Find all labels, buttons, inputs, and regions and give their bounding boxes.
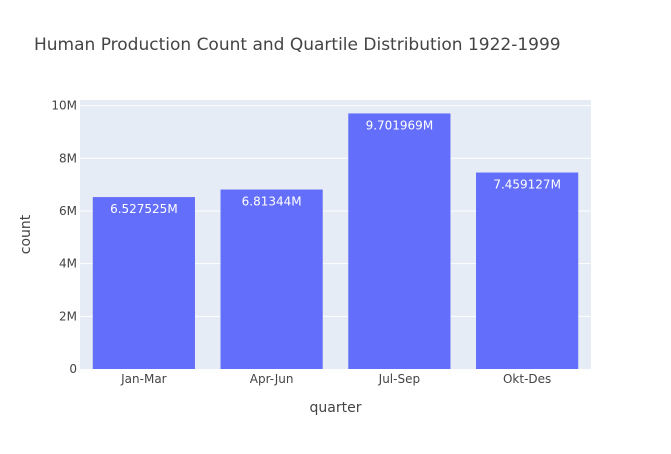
y-tick-label: 2M: [59, 309, 77, 323]
bar-okt-des[interactable]: [476, 172, 579, 369]
x-tick-label: Jul-Sep: [378, 372, 420, 386]
y-tick-label: 4M: [59, 257, 77, 271]
bar-apr-jun[interactable]: [220, 189, 323, 369]
bar-value-label: 6.81344M: [242, 195, 302, 209]
bars: [92, 113, 579, 369]
x-axis-title: quarter: [310, 400, 362, 416]
y-tick-label: 8M: [59, 151, 77, 165]
y-axis-ticks: 0 2M 4M 6M 8M 10M: [51, 99, 77, 376]
y-tick-label: 0: [69, 362, 77, 376]
x-tick-label: Jan-Mar: [120, 372, 167, 386]
y-axis-title: count: [18, 214, 34, 254]
bar-value-label: 7.459127M: [493, 178, 561, 192]
bar-value-label: 6.527525M: [110, 202, 178, 216]
x-tick-label: Okt-Des: [503, 372, 551, 386]
x-axis-ticks: Jan-Mar Apr-Jun Jul-Sep Okt-Des: [120, 372, 551, 386]
bar-value-labels: 6.527525M 6.81344M 9.701969M 7.459127M: [110, 118, 561, 216]
bar-value-label: 9.701969M: [366, 118, 434, 132]
chart-title: Human Production Count and Quartile Dist…: [34, 35, 561, 55]
y-tick-label: 6M: [59, 204, 77, 218]
x-tick-label: Apr-Jun: [250, 372, 294, 386]
y-tick-label: 10M: [51, 99, 77, 113]
bar-jan-mar[interactable]: [92, 197, 195, 369]
bar-jul-sep[interactable]: [348, 113, 451, 369]
